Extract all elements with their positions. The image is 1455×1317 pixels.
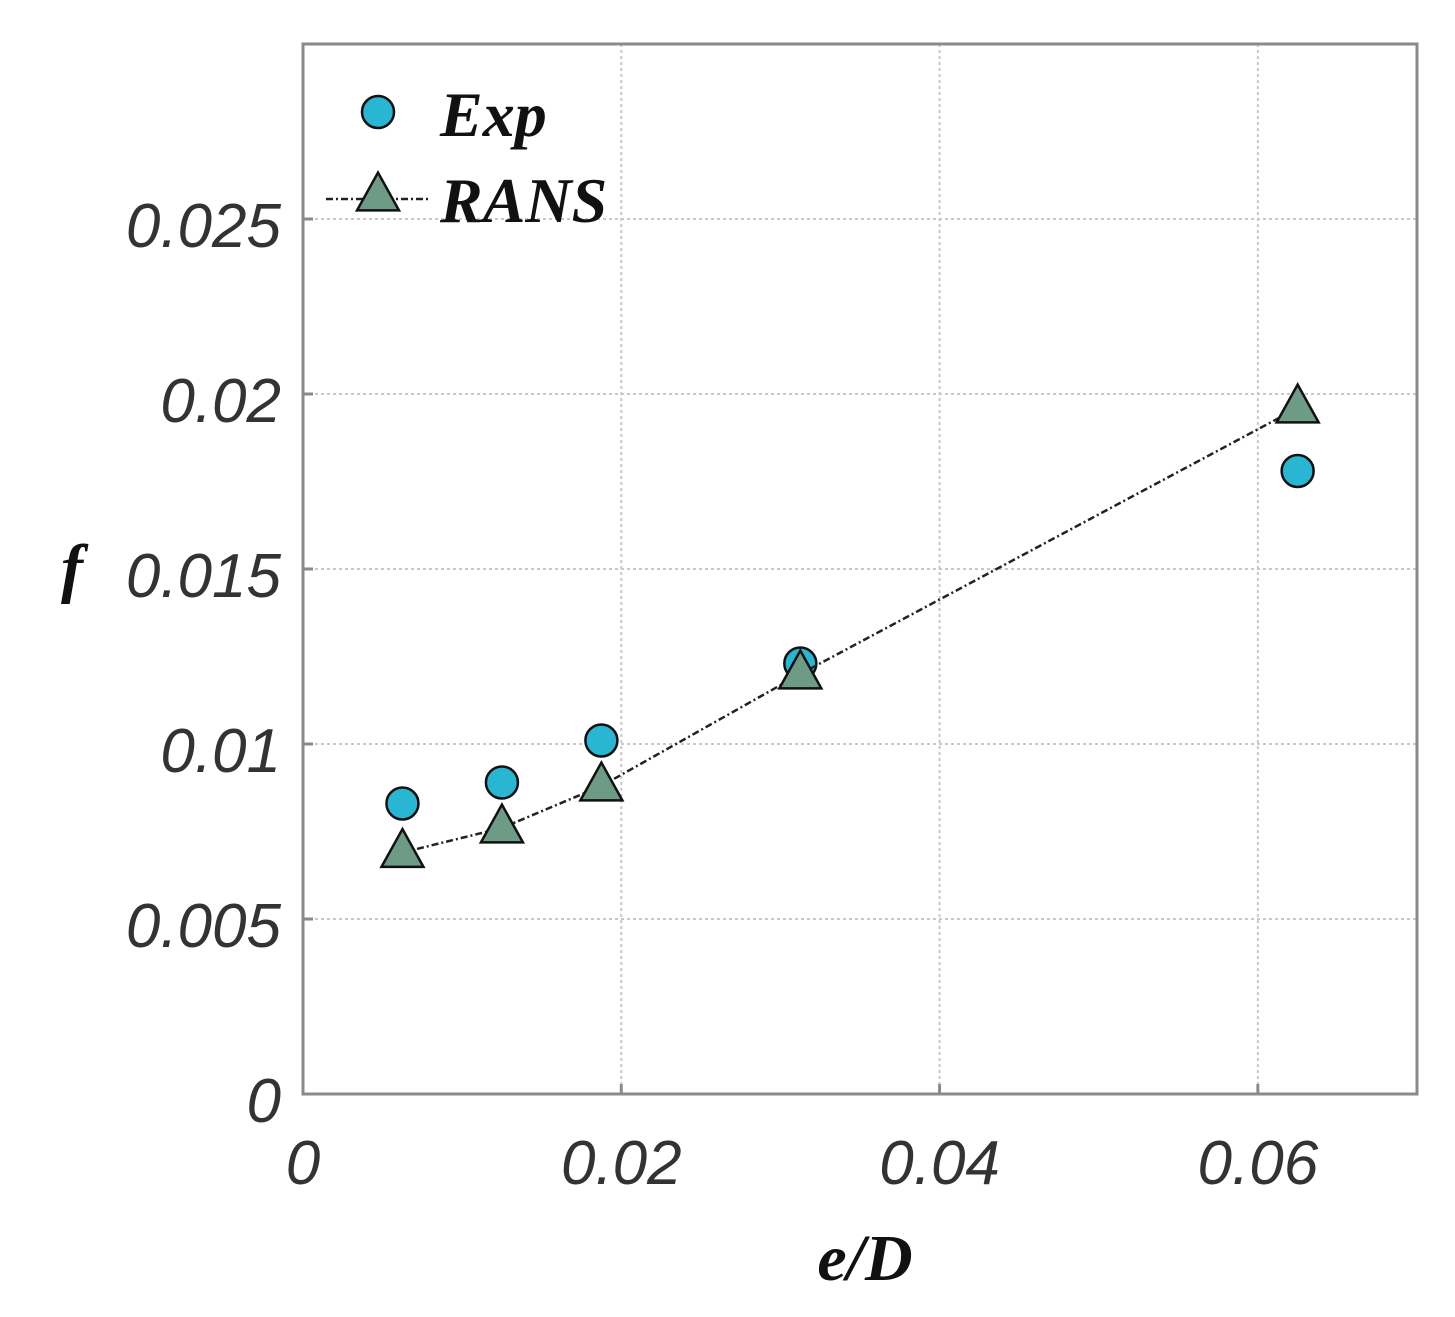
series-rans-line	[402, 406, 1299, 854]
x-axis-title: e/D	[817, 1222, 912, 1295]
rans-point-2	[578, 759, 625, 802]
y-axis-title: f	[61, 532, 89, 605]
y-tick-label-0: 0	[247, 1067, 281, 1136]
y-tick-label-1: 0.005	[126, 892, 282, 961]
legend-exp-marker	[360, 94, 396, 130]
y-tick-label-4: 0.02	[160, 367, 281, 436]
data-series	[379, 381, 1321, 869]
y-tick-label-2: 0.01	[160, 717, 281, 786]
legend-rans-marker	[354, 169, 402, 212]
exp-point-4	[1280, 453, 1315, 489]
exp-point-0	[385, 786, 420, 821]
y-tick-label-3: 0.015	[126, 542, 282, 611]
legend-exp-label: Exp	[439, 79, 547, 150]
rans-point-3	[777, 647, 824, 690]
legend: Exp RANS	[326, 79, 607, 236]
rans-point-4	[1274, 381, 1321, 424]
series-rans	[379, 381, 1321, 869]
series-exp	[385, 453, 1315, 821]
x-tick-label-2: 0.04	[879, 1129, 1000, 1198]
legend-rans-label: RANS	[439, 165, 607, 236]
exp-point-2	[584, 723, 619, 758]
axis-ticks: 0 0.02 0.04 0.06 0 0.005 0.01 0.015 0.02 0.025	[126, 192, 1319, 1198]
x-tick-label-1: 0.02	[561, 1129, 682, 1198]
x-tick-label-3: 0.06	[1198, 1129, 1319, 1198]
exp-point-1	[484, 765, 520, 800]
y-tick-label-5: 0.025	[126, 192, 282, 261]
grid	[303, 44, 1417, 1094]
x-tick-label-0: 0	[286, 1129, 320, 1198]
rans-point-0	[379, 826, 426, 869]
rans-point-1	[478, 801, 526, 844]
